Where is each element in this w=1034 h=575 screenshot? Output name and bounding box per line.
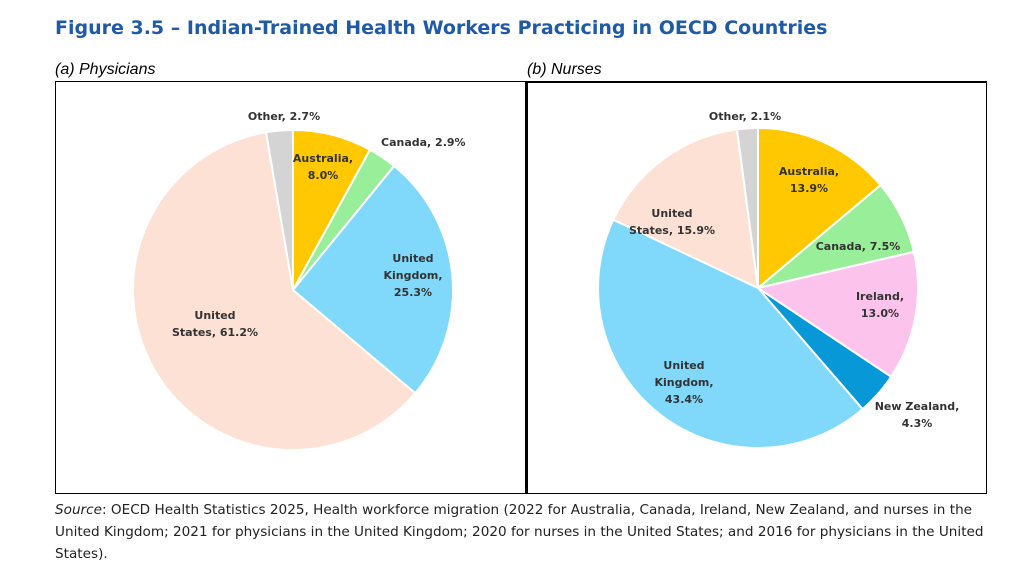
nurses-label-ireland: Ireland, 13.0% — [856, 290, 904, 320]
physicians-slice-other — [265, 128, 294, 291]
nurses-slice-united-kingdom — [597, 218, 864, 450]
nurses-label-united-kingdom: United Kingdom, 43.4% — [654, 359, 713, 406]
physicians-label-line: Other, 2.7% — [248, 110, 320, 123]
nurses-label-line: Ireland, — [856, 290, 904, 303]
physicians-slice-united-kingdom — [292, 165, 455, 395]
physicians-label-united-states: United States, 61.2% — [172, 309, 258, 339]
physicians-label-australia: Australia, 8.0% — [293, 152, 353, 182]
physicians-label-line: Canada, 2.9% — [381, 136, 466, 149]
nurses-label-united-states: United States, 15.9% — [629, 207, 715, 237]
nurses-label-other: Other, 2.1% — [709, 110, 781, 123]
physicians-label-united-kingdom: United Kingdom, 25.3% — [383, 252, 442, 299]
physicians-slice-united-states — [132, 131, 417, 451]
nurses-slice-ireland — [757, 250, 919, 378]
physicians-label-line: 25.3% — [394, 286, 432, 299]
source-label: Source — [55, 502, 102, 518]
nurses-label-canada: Canada, 7.5% — [816, 240, 901, 253]
physicians-label-line: Kingdom, — [383, 269, 442, 282]
nurses-label-line: 4.3% — [902, 417, 933, 430]
nurses-label-line: 43.4% — [665, 393, 703, 406]
physicians-label-line: 8.0% — [308, 169, 339, 182]
physicians-label-line: United — [194, 309, 235, 322]
nurses-label-line: United — [663, 359, 704, 372]
nurses-panel-title: (b) Nurses — [527, 61, 602, 78]
nurses-slice-united-states — [612, 128, 759, 289]
nurses-label-new-zealand: New Zealand, 4.3% — [875, 400, 960, 430]
physicians-panel-title: (a) Physicians — [55, 61, 156, 78]
nurses-slice-other — [735, 127, 759, 289]
source-note: Source: OECD Health Statistics 2025, Hea… — [55, 499, 1000, 565]
nurses-slice-australia — [757, 127, 882, 289]
physicians-chart-panel: Australia, 8.0% Canada, 2.9% United Kingdom,… — [55, 81, 526, 494]
physicians-label-line: United — [392, 252, 433, 265]
figure-title: Figure 3.5 – Indian-Trained Health Worke… — [55, 17, 828, 39]
nurses-chart-panel: Australia, 13.9% Canada, 7.5% Ireland, 13.0%… — [526, 81, 987, 494]
nurses-label-line: New Zealand, — [875, 400, 960, 413]
physicians-label-line: States, 61.2% — [172, 326, 258, 339]
nurses-label-line: Australia, — [779, 165, 839, 178]
physicians-label-line: Australia, — [293, 152, 353, 165]
physicians-label-other: Other, 2.7% — [248, 110, 320, 123]
nurses-label-line: Canada, 7.5% — [816, 240, 901, 253]
nurses-label-line: 13.9% — [790, 182, 828, 195]
nurses-label-australia: Australia, 13.9% — [779, 165, 839, 195]
source-text: : OECD Health Statistics 2025, Health wo… — [55, 502, 984, 562]
nurses-pie-chart: Australia, 13.9% Canada, 7.5% Ireland, 13.0%… — [597, 110, 960, 450]
nurses-label-line: 13.0% — [861, 307, 899, 320]
nurses-label-line: Other, 2.1% — [709, 110, 781, 123]
nurses-label-line: United — [651, 207, 692, 220]
nurses-label-line: States, 15.9% — [629, 224, 715, 237]
physicians-pie-chart: Australia, 8.0% Canada, 2.9% United Kingdom,… — [132, 110, 466, 451]
nurses-label-line: Kingdom, — [654, 376, 713, 389]
physicians-label-canada: Canada, 2.9% — [381, 136, 466, 149]
